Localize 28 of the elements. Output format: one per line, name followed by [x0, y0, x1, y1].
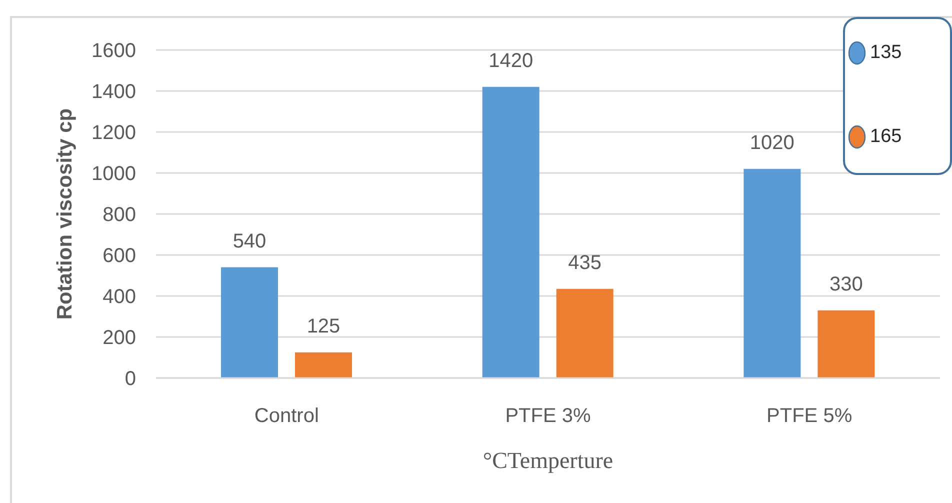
data-label: 330 [829, 273, 863, 296]
bar [221, 267, 278, 378]
data-label: 540 [232, 230, 266, 252]
bar [744, 168, 801, 378]
bar [818, 310, 875, 378]
y-tick-label: 800 [102, 204, 136, 226]
y-tick-label: 200 [102, 327, 136, 350]
bar [295, 352, 352, 378]
y-tick-label: 1400 [92, 81, 136, 104]
x-tick-label: PTFE 5% [766, 405, 852, 428]
legend-label: 135 [870, 42, 902, 64]
y-axis-title: Rotation viscosity cp [54, 108, 76, 320]
x-tick-label: PTFE 3% [505, 405, 592, 428]
y-tick-label: 1000 [92, 163, 136, 186]
y-tick-label: 0 [124, 368, 136, 390]
y-tick-label: 1600 [92, 40, 136, 62]
y-tick-label: 600 [102, 245, 136, 268]
x-axis-title: °CTemperture [482, 448, 614, 473]
data-label: 125 [306, 315, 340, 338]
bar [556, 288, 614, 378]
x-tick-label: Control [254, 405, 319, 428]
data-label: 435 [568, 252, 602, 274]
y-tick-label: 1200 [92, 122, 136, 144]
data-label: 1020 [750, 132, 794, 154]
data-label: 1420 [488, 50, 534, 72]
y-tick-label: 400 [102, 286, 136, 308]
bar [482, 86, 540, 378]
legend-label: 165 [870, 126, 902, 148]
